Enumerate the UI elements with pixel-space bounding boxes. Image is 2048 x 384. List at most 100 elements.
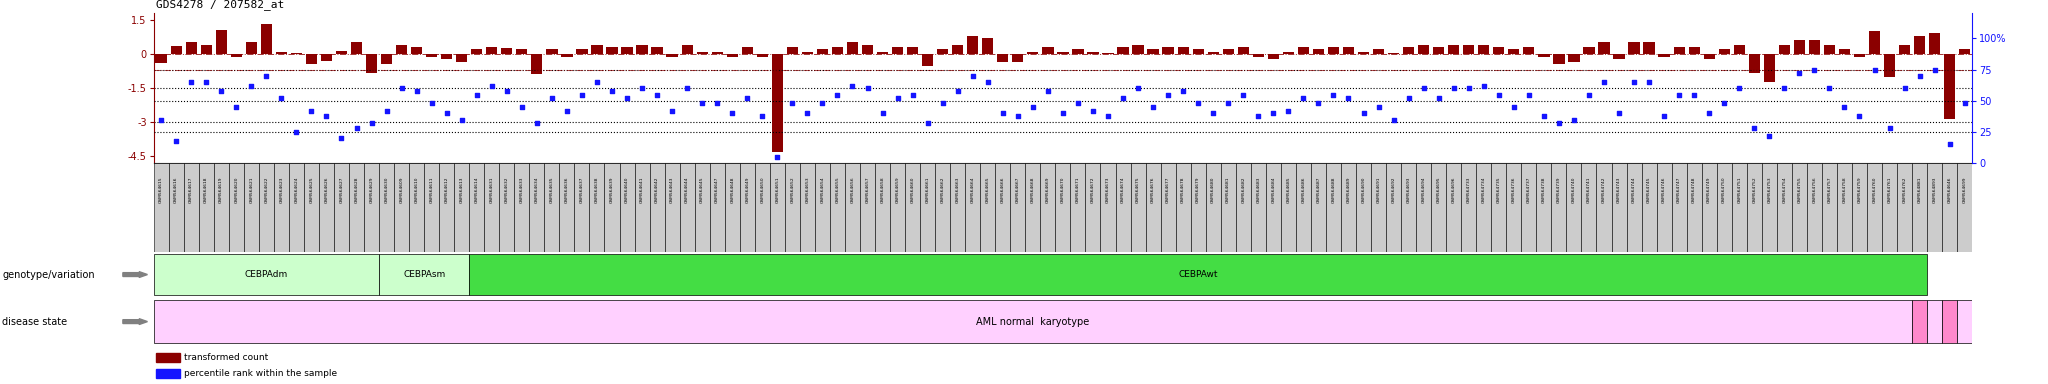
Point <box>1739 125 1772 131</box>
Point <box>174 79 207 85</box>
Bar <box>1942 163 1958 252</box>
Text: CEBPAdm: CEBPAdm <box>244 270 289 279</box>
Bar <box>575 49 588 54</box>
Bar <box>1536 163 1552 252</box>
Text: GSM564639: GSM564639 <box>610 177 614 203</box>
Text: GSM564685: GSM564685 <box>1286 177 1290 203</box>
Text: GSM564672: GSM564672 <box>1092 177 1096 203</box>
Point <box>897 91 930 98</box>
Bar <box>1581 163 1597 252</box>
Text: GSM564696: GSM564696 <box>1452 177 1456 203</box>
Bar <box>983 38 993 54</box>
Bar <box>1868 163 1882 252</box>
Text: GSM564661: GSM564661 <box>926 177 930 203</box>
Point <box>1497 104 1530 110</box>
Point <box>1303 100 1335 106</box>
Point <box>745 113 778 119</box>
Bar <box>1130 163 1145 252</box>
Text: GSM564739: GSM564739 <box>1556 177 1561 203</box>
Point <box>1587 79 1620 85</box>
Bar <box>1028 51 1038 54</box>
Bar <box>1806 163 1823 252</box>
Bar <box>786 47 799 54</box>
Bar <box>410 163 424 252</box>
Text: GSM564634: GSM564634 <box>535 177 539 203</box>
Text: GSM564668: GSM564668 <box>1030 177 1034 203</box>
Bar <box>848 43 858 54</box>
Bar <box>1825 45 1835 54</box>
Point <box>1677 91 1710 98</box>
Point <box>1122 85 1155 91</box>
Bar <box>1176 163 1190 252</box>
Bar <box>457 54 467 61</box>
Point <box>655 108 688 114</box>
Point <box>565 91 598 98</box>
Text: GSM564690: GSM564690 <box>1362 177 1366 203</box>
Bar <box>154 163 168 252</box>
Text: GSM564669: GSM564669 <box>1047 177 1051 203</box>
Bar <box>1161 163 1176 252</box>
Point <box>866 110 899 116</box>
Text: GSM564642: GSM564642 <box>655 177 659 203</box>
Point <box>1393 95 1425 101</box>
Bar <box>1642 43 1655 54</box>
Bar <box>1133 45 1143 54</box>
Text: GSM564752: GSM564752 <box>1753 177 1757 203</box>
Text: CEBPAsm: CEBPAsm <box>403 270 444 279</box>
Point <box>686 100 719 106</box>
Bar <box>604 163 621 252</box>
Point <box>881 95 913 101</box>
Bar <box>260 24 272 54</box>
Bar <box>1718 49 1731 54</box>
Bar <box>426 54 438 57</box>
Bar <box>938 49 948 54</box>
Bar <box>606 47 618 54</box>
Text: GSM564631: GSM564631 <box>489 177 494 203</box>
Bar <box>1626 163 1642 252</box>
Point <box>1753 133 1786 139</box>
Text: GSM564749: GSM564749 <box>1708 177 1712 203</box>
Bar <box>1386 163 1401 252</box>
Bar <box>1567 163 1581 252</box>
Bar <box>1296 163 1311 252</box>
Bar <box>514 163 528 252</box>
Bar <box>1716 163 1733 252</box>
Text: GSM564621: GSM564621 <box>250 177 254 203</box>
Bar <box>1960 49 1970 54</box>
Bar <box>637 45 647 54</box>
Text: GSM564617: GSM564617 <box>188 177 193 203</box>
Bar <box>305 54 317 65</box>
Bar <box>1434 47 1444 54</box>
Bar <box>471 49 483 54</box>
Bar <box>815 163 829 252</box>
Point <box>731 95 764 101</box>
Bar <box>1851 163 1868 252</box>
Point <box>596 88 629 94</box>
Bar <box>334 163 348 252</box>
Bar <box>348 163 365 252</box>
Text: GSM564636: GSM564636 <box>565 177 569 203</box>
Bar <box>1055 163 1071 252</box>
Text: GSM564609: GSM564609 <box>399 177 403 203</box>
Text: GSM564688: GSM564688 <box>1331 177 1335 203</box>
Bar <box>1642 163 1657 252</box>
Text: GSM564623: GSM564623 <box>279 177 283 203</box>
Bar <box>1477 163 1491 252</box>
Bar <box>1100 163 1116 252</box>
Text: GSM564629: GSM564629 <box>369 177 373 203</box>
Point <box>399 88 432 94</box>
Bar <box>1524 47 1534 54</box>
Text: transformed count: transformed count <box>184 353 268 362</box>
Text: GSM564735: GSM564735 <box>1497 177 1501 203</box>
Text: GSM564760: GSM564760 <box>1872 177 1876 203</box>
Point <box>205 88 238 94</box>
Bar <box>801 163 815 252</box>
Text: GSM564659: GSM564659 <box>895 177 899 203</box>
Text: GSM564740: GSM564740 <box>1573 177 1575 203</box>
Text: GSM564682: GSM564682 <box>1241 177 1245 203</box>
Text: GSM564733: GSM564733 <box>1466 177 1470 203</box>
Text: GSM564759: GSM564759 <box>1858 177 1862 203</box>
Point <box>416 100 449 106</box>
Bar <box>1268 54 1278 59</box>
Point <box>1241 113 1274 119</box>
